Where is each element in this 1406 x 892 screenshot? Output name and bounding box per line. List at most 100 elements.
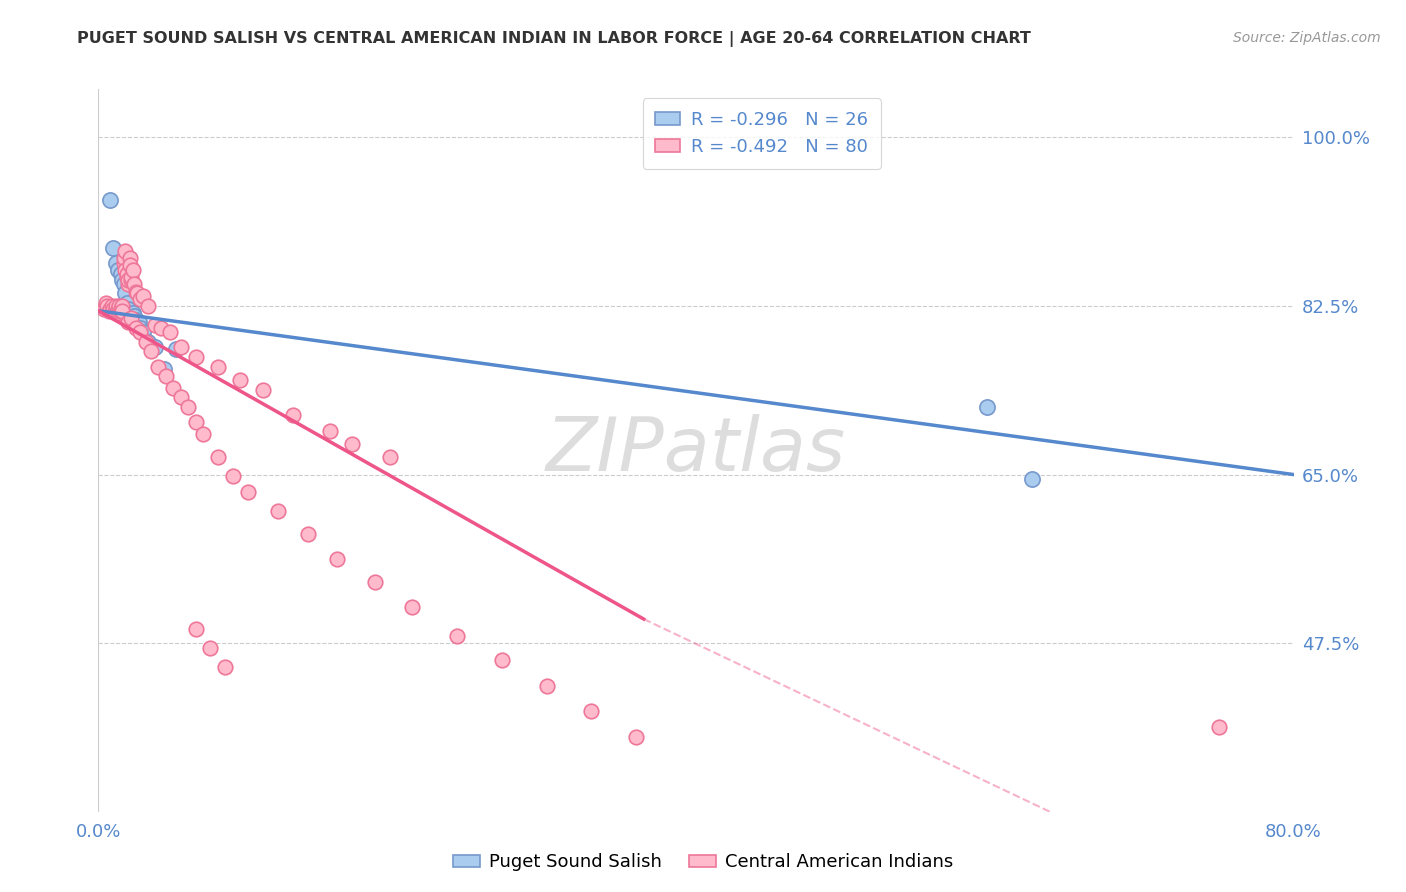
Point [117,306,139,320]
Text: ZIPatlas: ZIPatlas [546,415,846,486]
Point [96,299,118,313]
Point [378,450,401,465]
Point [148,359,170,374]
Point [117,277,139,291]
Point [114,263,136,277]
Point [110,303,132,318]
Point [103,303,125,318]
Point [117,273,139,287]
Point [107,306,129,320]
Point [1208,720,1230,734]
Point [491,652,513,666]
Point [184,350,207,364]
Point [121,306,143,320]
Point [165,343,187,357]
Point [111,303,134,318]
Point [319,424,342,438]
Text: PUGET SOUND SALISH VS CENTRAL AMERICAN INDIAN IN LABOR FORCE | AGE 20-64 CORRELA: PUGET SOUND SALISH VS CENTRAL AMERICAN I… [77,31,1031,47]
Point [125,313,148,327]
Point [401,600,423,615]
Point [124,277,146,291]
Point [229,373,252,387]
Point [111,273,134,287]
Point [207,359,229,374]
Point [177,400,200,414]
Point [124,309,146,323]
Point [125,321,148,335]
Point [129,292,152,306]
Point [105,299,128,313]
Point [143,340,166,354]
Point [118,258,141,272]
Point [127,315,149,329]
Point [104,303,127,318]
Point [222,469,245,483]
Point [120,311,142,326]
Point [114,286,136,301]
Point [127,286,149,301]
Point [108,303,131,318]
Point [139,344,162,359]
Point [129,325,152,339]
Point [191,427,214,442]
Point [184,415,207,429]
Point [169,340,191,354]
Point [115,270,138,285]
Point [118,309,141,323]
Point [110,267,132,281]
Point [115,296,138,310]
Point [169,391,191,405]
Point [132,289,155,303]
Point [114,244,136,258]
Point [110,301,132,316]
Point [120,273,142,287]
Point [153,361,176,376]
Point [105,306,128,320]
Point [214,660,236,674]
Point [103,241,125,255]
Point [1021,472,1043,486]
Point [252,383,274,397]
Point [115,267,138,281]
Point [342,436,364,450]
Point [117,301,139,316]
Point [536,680,558,694]
Point [446,629,468,643]
Point [159,325,181,339]
Point [207,450,229,465]
Legend: Puget Sound Salish, Central American Indians: Puget Sound Salish, Central American Ind… [446,847,960,879]
Point [111,299,134,313]
Point [143,318,166,333]
Point [128,315,150,329]
Point [105,255,128,269]
Point [281,408,304,422]
Point [118,251,141,265]
Legend: R = -0.296   N = 26, R = -0.492   N = 80: R = -0.296 N = 26, R = -0.492 N = 80 [643,98,882,169]
Point [155,369,177,384]
Point [120,311,142,326]
Point [98,301,122,316]
Point [121,263,143,277]
Point [120,270,142,285]
Point [103,301,125,316]
Point [101,299,124,313]
Point [117,315,139,329]
Point [93,301,115,316]
Point [162,381,184,395]
Point [976,400,998,414]
Text: Source: ZipAtlas.com: Source: ZipAtlas.com [1233,31,1381,45]
Point [236,484,259,499]
Point [136,299,159,313]
Point [364,575,387,590]
Point [132,325,155,339]
Point [581,704,603,718]
Point [125,285,148,299]
Point [107,263,129,277]
Point [107,301,129,316]
Point [200,640,222,655]
Point [326,552,349,566]
Point [112,255,135,269]
Point [98,193,122,207]
Point [150,321,173,335]
Point [112,277,135,291]
